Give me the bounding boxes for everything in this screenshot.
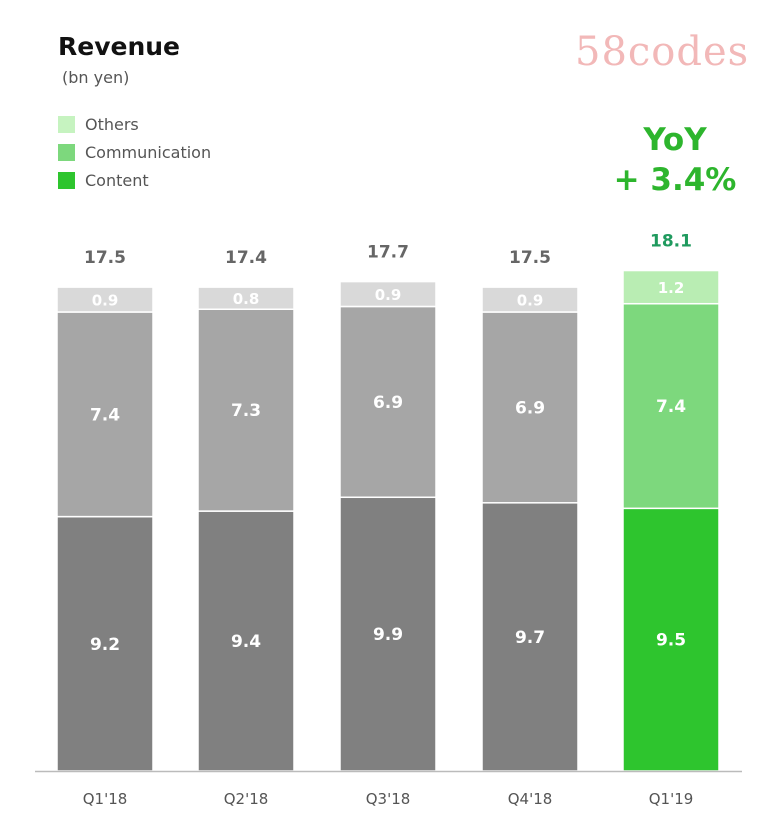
total-label: 17.5: [84, 248, 126, 268]
bar-segment-others: [481, 286, 579, 313]
legend-swatch-others: [58, 115, 75, 133]
bar-segment-communication: [197, 308, 295, 512]
total-label: 17.5: [509, 248, 551, 268]
bar-segment-others: [622, 269, 720, 305]
x-tick-label: Q4'18: [508, 790, 553, 808]
bar-segment-others: [339, 280, 437, 308]
data-label: 0.8: [233, 290, 260, 308]
data-label: 9.9: [373, 625, 403, 645]
data-label: 6.9: [515, 398, 545, 418]
data-label: 7.4: [90, 405, 120, 425]
data-label: 7.3: [231, 401, 261, 421]
data-label: 9.4: [231, 632, 261, 652]
legend-swatch-communication: [58, 143, 75, 161]
data-label: 7.4: [656, 397, 686, 417]
bar-segment-communication: [622, 302, 720, 510]
unit-label: (bn yen): [62, 68, 130, 87]
bar-segment-communication: [481, 311, 579, 504]
bar-segment-others: [197, 286, 295, 310]
data-label: 0.9: [517, 292, 544, 310]
watermark: 58codes: [575, 29, 750, 75]
x-tick-label: Q3'18: [366, 790, 411, 808]
legend: Others Communication Content: [58, 110, 211, 194]
legend-label: Others: [85, 114, 139, 134]
data-label: 0.9: [375, 286, 402, 304]
legend-label: Content: [85, 170, 149, 190]
bar-segment-communication: [339, 305, 437, 499]
data-label: 9.2: [90, 635, 120, 655]
yoy-annotation: YoY + 3.4%: [600, 120, 750, 200]
x-tick-label: Q1'18: [83, 790, 128, 808]
data-label: 1.2: [658, 279, 685, 297]
bar-segment-content: [622, 507, 720, 772]
legend-item-others: Others: [58, 110, 211, 138]
data-label: 9.7: [515, 628, 545, 648]
total-label: 18.1: [650, 232, 692, 252]
legend-label: Communication: [85, 142, 212, 162]
x-tick-label: Q2'18: [224, 790, 269, 808]
x-tick-label: Q1'19: [649, 790, 694, 808]
data-label: 0.9: [92, 292, 119, 310]
yoy-value: + 3.4%: [613, 162, 737, 198]
legend-item-content: Content: [58, 166, 211, 194]
legend-swatch-content: [58, 171, 75, 189]
chart-title: Revenue: [58, 32, 181, 61]
legend-item-communication: Communication: [58, 138, 211, 166]
bar-segment-content: [339, 496, 437, 772]
bar-segment-content: [481, 502, 579, 772]
data-label: 9.5: [656, 631, 686, 651]
data-label: 6.9: [373, 393, 403, 413]
yoy-label: YoY: [643, 122, 707, 158]
total-label: 17.4: [225, 248, 267, 268]
bar-segment-others: [56, 286, 154, 313]
total-label: 17.7: [367, 243, 409, 263]
